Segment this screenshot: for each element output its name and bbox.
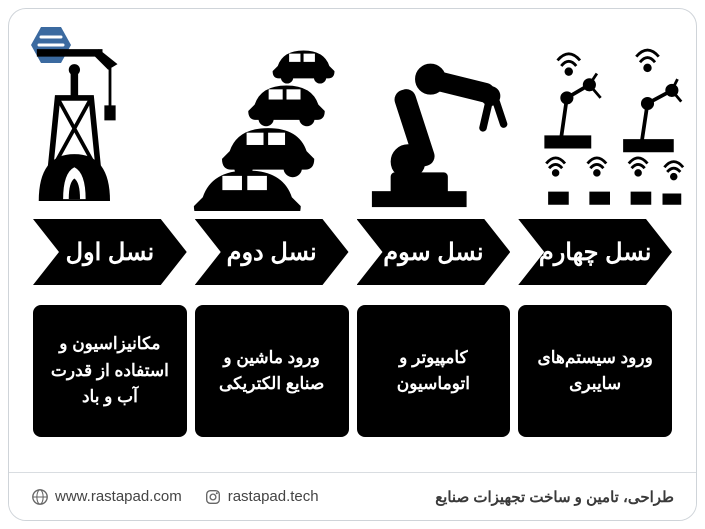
gen1-desc-text: مکانیزاسیون و استفاده از قدرت آب و باد: [41, 331, 179, 410]
footer-website: www.rastapad.com: [31, 488, 182, 506]
generation-icons-row: [9, 21, 696, 211]
gen3-desc: کامپیوتر و اتوماسیون: [357, 305, 511, 437]
gen3-arrow: نسل سوم: [357, 219, 511, 285]
gen2-arrow-label: نسل دوم: [227, 238, 317, 267]
generation-desc-row: مکانیزاسیون و استفاده از قدرت آب و باد و…: [33, 305, 672, 437]
footer-instagram: rastapad.tech: [204, 488, 319, 506]
footer-tagline: طراحی، تامین و ساخت تجهیزات صنایع: [435, 488, 674, 506]
footer-website-text: www.rastapad.com: [55, 488, 182, 505]
gen1-desc: مکانیزاسیون و استفاده از قدرت آب و باد: [33, 305, 187, 437]
gen2-desc: ورود ماشین و صنایع الکتریکی: [195, 305, 349, 437]
instagram-icon: [204, 488, 222, 506]
gen2-arrow: نسل دوم: [195, 219, 349, 285]
footer-left: www.rastapad.com rastapad.tech: [31, 488, 319, 506]
gen4-arrow-label: نسل چهارم: [539, 238, 652, 267]
gen3-arrow-label: نسل سوم: [383, 238, 483, 267]
footer-instagram-text: rastapad.tech: [228, 488, 319, 505]
gen1-arrow-label: نسل اول: [66, 238, 155, 267]
infographic-card: نسل اول نسل دوم نسل سوم نسل چهارم مکانیز…: [8, 8, 697, 521]
gen4-icon: [530, 31, 690, 211]
footer-bar: www.rastapad.com rastapad.tech طراحی، تا…: [9, 472, 696, 520]
gen4-arrow: نسل چهارم: [518, 219, 672, 285]
gen3-icon: [358, 31, 518, 211]
generation-arrows-row: نسل اول نسل دوم نسل سوم نسل چهارم: [33, 219, 672, 291]
gen2-desc-text: ورود ماشین و صنایع الکتریکی: [203, 345, 341, 398]
gen4-desc: ورود سیستم‌های سایبری: [518, 305, 672, 437]
gen1-arrow: نسل اول: [33, 219, 187, 285]
gen4-desc-text: ورود سیستم‌های سایبری: [526, 345, 664, 398]
gen3-desc-text: کامپیوتر و اتوماسیون: [365, 345, 503, 398]
gen2-icon: [187, 31, 347, 211]
gen1-icon: [15, 31, 175, 211]
globe-icon: [31, 488, 49, 506]
